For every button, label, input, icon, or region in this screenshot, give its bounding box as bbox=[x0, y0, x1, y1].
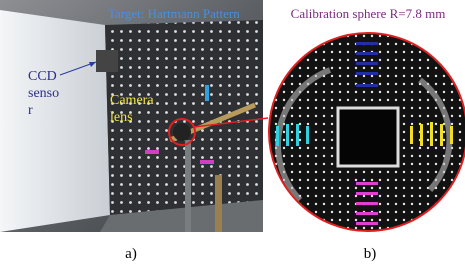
caption-a: a) bbox=[125, 246, 137, 262]
label-line: Camera bbox=[110, 93, 154, 108]
figure: Target: Hartmann Pattern CCD senso r Camer… bbox=[0, 0, 465, 266]
target-label: Target: Hartmann Pattern bbox=[108, 6, 240, 21]
label-line: r bbox=[28, 103, 33, 118]
photo-a bbox=[0, 0, 268, 232]
label-line: senso bbox=[28, 86, 59, 101]
panel-b-title: Calibration sphere R=7.8 mm bbox=[291, 6, 446, 21]
label-line: CCD bbox=[28, 69, 57, 84]
caption-b: b) bbox=[364, 246, 377, 262]
label-line: lens bbox=[110, 110, 133, 125]
